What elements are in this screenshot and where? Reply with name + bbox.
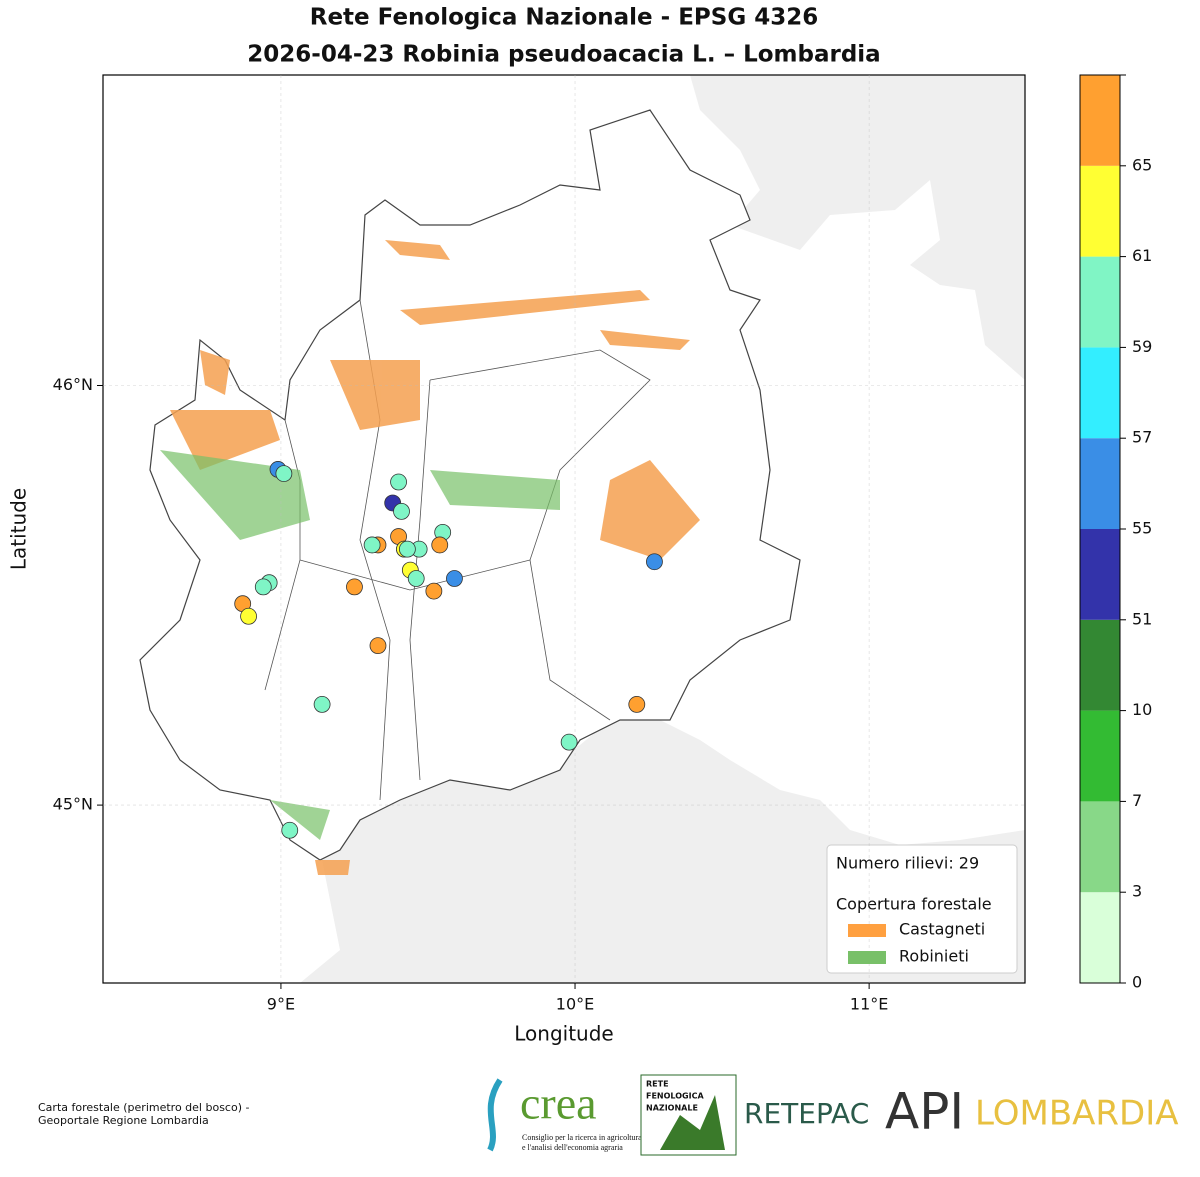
colorbar-segment [1080,619,1120,711]
x-tick-label: 9°E [267,995,295,1014]
observation-point [560,733,578,751]
observation-point [363,536,381,554]
observation-point [369,637,387,655]
observation-point [646,553,663,571]
colorbar-segment [1080,438,1120,529]
legend-box [826,844,1018,974]
lombardia-logo: LOMBARDIA [975,1094,1179,1134]
source-note: Carta forestale (perimetro del bosco) - [38,1101,249,1114]
legend-label: Castagneti [899,920,985,939]
colorbar-tick-label: 10 [1132,700,1152,719]
source-note: Geoportale Regione Lombardia [38,1114,209,1127]
colorbar-tick-label: 61 [1132,246,1152,265]
observation-point [393,502,410,520]
colorbar-tick-label: 0 [1132,973,1142,992]
observation-point [407,570,425,587]
observation-point [628,695,646,713]
province-borders [264,299,651,801]
observation-point [425,582,443,600]
colorbar-tick-label: 3 [1132,882,1142,901]
legend-title: Copertura forestale [836,895,992,914]
crea-caption: e l'analisi dell'economia agraria [522,1143,623,1152]
colorbar-segment [1080,165,1120,257]
crea-logo: crea [520,1078,597,1129]
rfn-logo: NAZIONALE [646,1104,698,1113]
colorbar-segment [1080,801,1120,893]
colorbar-tick-label: 55 [1132,519,1152,538]
colorbar-tick-label: 59 [1132,337,1152,356]
observation-point [281,821,299,839]
observation-point [346,578,363,596]
legend-swatch [848,924,886,937]
colorbar-tick-label: 57 [1132,428,1152,447]
colorbar-segment [1080,892,1120,983]
observation-point [431,536,449,554]
chart-title: Rete Fenologica Nazionale - EPSG 4326 [310,5,818,31]
legend-label: Robinieti [899,947,969,966]
rfn-logo: FENOLOGICA [646,1092,704,1101]
colorbar-segment [1080,256,1120,348]
rfn-logo: RETE [646,1080,669,1089]
legend-swatch [848,951,886,964]
observation-point [240,607,257,625]
colorbar-segment [1080,347,1120,439]
observation-point [398,540,416,558]
x-tick-label: 11°E [850,995,888,1014]
x-axis-label: Longitude [514,1022,613,1046]
observation-point [254,578,272,596]
colorbar-tick-label: 51 [1132,609,1152,628]
colorbar-tick-label: 7 [1132,791,1142,810]
crea-icon [487,1078,503,1152]
colorbar-segment [1080,75,1120,166]
colorbar-tick-label: 65 [1132,155,1152,174]
observation-point [390,473,407,491]
y-tick-label: 45°N [53,795,93,814]
plot-frame [102,74,1026,984]
observation-point [313,695,331,713]
y-tick-label: 46°N [53,375,93,394]
count-label: Numero rilievi: 29 [836,854,979,873]
observation-point [275,465,293,483]
observation-point [446,570,463,587]
colorbar-segment [1080,710,1120,802]
chart-subtitle: 2026-04-23 Robinia pseudoacacia L. – Lom… [247,42,880,68]
colorbar-segment [1080,529,1120,620]
castagneti-patches [170,240,700,875]
rfn-plant [660,1095,725,1150]
api-logo: API [885,1083,964,1141]
retepac-logo: RETEPAC [744,1097,869,1130]
crea-caption: Consiglio per la ricerca in agricoltura [522,1133,642,1142]
y-axis-label: Latitude [7,488,31,570]
x-tick-label: 10°E [556,995,594,1014]
